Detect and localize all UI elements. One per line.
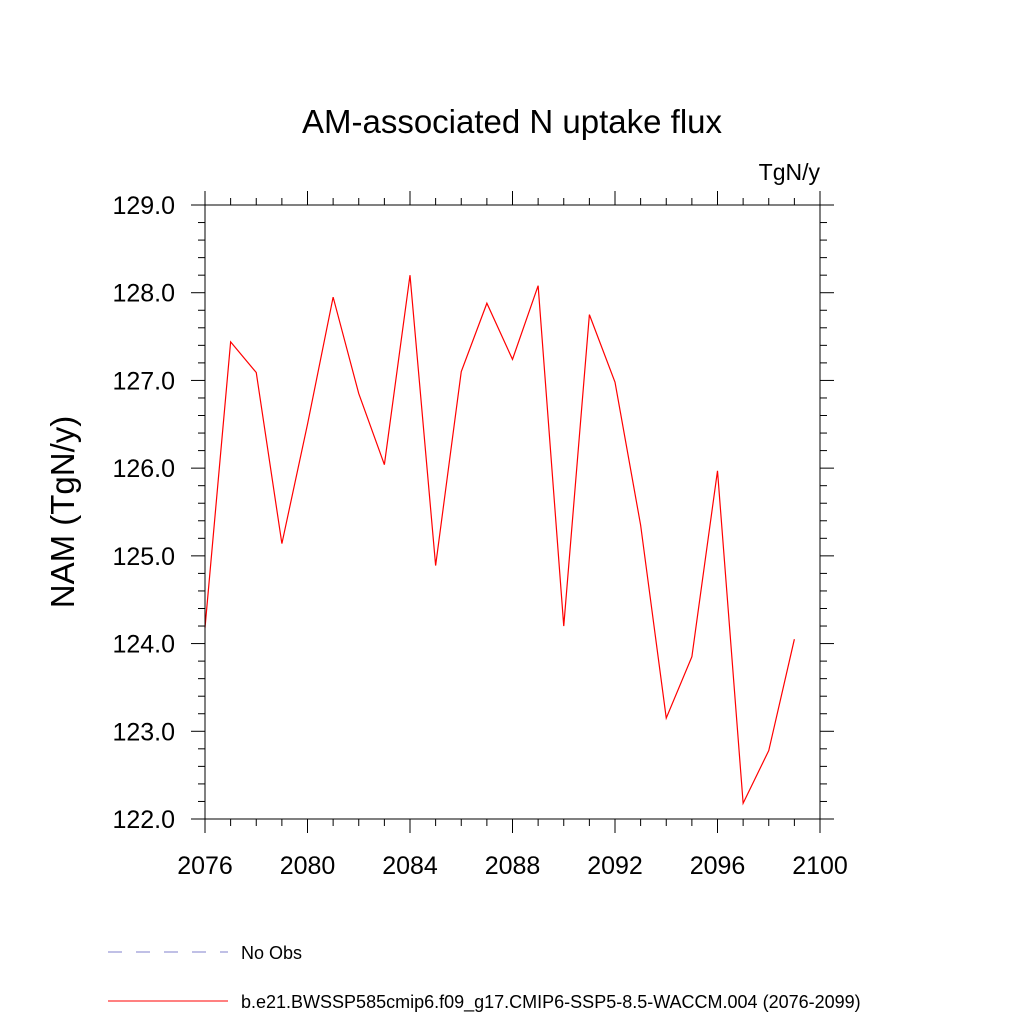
x-tick-label: 2080	[280, 852, 336, 880]
axis-tick-labels: 122.0 123.0 124.0 125.0 126.0 127.0 128.0 129.0…	[112, 192, 847, 880]
axis-ticks	[191, 191, 834, 833]
chart-title: AM-associated N uptake flux	[302, 103, 723, 140]
y-tick-label: 126.0	[112, 455, 175, 483]
plot-frame	[204, 204, 821, 820]
x-tick-label: 2076	[177, 852, 233, 880]
y-tick-label: 124.0	[112, 631, 175, 659]
y-tick-label: 129.0	[112, 192, 175, 220]
x-tick-label: 2084	[382, 852, 438, 880]
x-tick-label: 2088	[485, 852, 541, 880]
series-layer	[204, 275, 795, 806]
series-line	[204, 275, 795, 806]
x-tick-label: 2096	[690, 852, 746, 880]
legend-label: b.e21.BWSSP585cmip6.f09_g17.CMIP6-SSP5-8…	[241, 992, 861, 1013]
y-axis-label: NAM (TgN/y)	[44, 416, 81, 609]
y-tick-label: 128.0	[112, 280, 175, 308]
y-tick-label: 127.0	[112, 367, 175, 395]
y-tick-label: 122.0	[112, 806, 175, 834]
x-tick-label: 2100	[792, 852, 848, 880]
legend: No Obs b.e21.BWSSP585cmip6.f09_g17.CMIP6-…	[108, 943, 861, 1013]
x-tick-label: 2092	[587, 852, 643, 880]
y-tick-label: 125.0	[112, 543, 175, 571]
units-label: TgN/y	[759, 159, 821, 185]
y-tick-label: 123.0	[112, 718, 175, 746]
legend-label: No Obs	[241, 943, 302, 963]
